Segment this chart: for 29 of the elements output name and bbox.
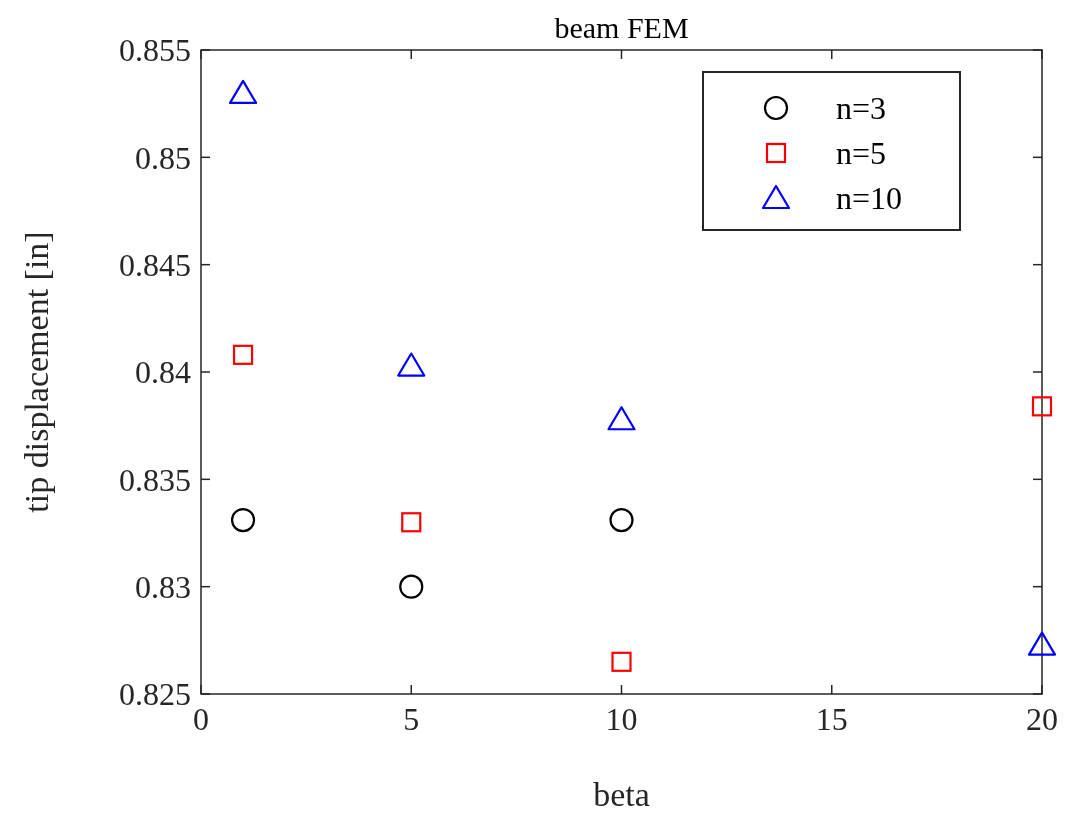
legend-label: n=10 bbox=[836, 180, 903, 217]
x-tick-label: 10 bbox=[605, 701, 638, 737]
point bbox=[609, 508, 634, 533]
point bbox=[611, 651, 632, 672]
x-tick-label: 0 bbox=[193, 701, 209, 737]
point bbox=[397, 352, 426, 377]
point bbox=[1031, 396, 1053, 417]
legend-label: n=5 bbox=[836, 135, 887, 172]
y-tick-label: 0.825 bbox=[119, 676, 191, 713]
point bbox=[607, 406, 636, 431]
y-tick-label: 0.83 bbox=[135, 568, 191, 605]
x-tick-label: 15 bbox=[815, 701, 848, 737]
chart-title: beam FEM bbox=[554, 11, 689, 44]
point bbox=[228, 79, 258, 105]
y-tick-label: 0.85 bbox=[135, 139, 191, 176]
y-tick-label: 0.855 bbox=[119, 32, 191, 69]
legend-label: n=3 bbox=[836, 90, 887, 127]
x-tick-label: 5 bbox=[403, 701, 420, 737]
point bbox=[230, 508, 256, 533]
y-tick-label: 0.835 bbox=[119, 461, 191, 498]
y-tick-label: 0.845 bbox=[119, 246, 191, 283]
x-axis-title: beta bbox=[593, 776, 650, 813]
y-tick-label: 0.84 bbox=[135, 354, 191, 391]
y-axis-title: tip displacement [in] bbox=[18, 231, 55, 513]
x-tick-label: 20 bbox=[1026, 701, 1058, 737]
point bbox=[1027, 631, 1057, 656]
point bbox=[399, 574, 424, 599]
point bbox=[401, 512, 422, 533]
point bbox=[232, 344, 254, 365]
